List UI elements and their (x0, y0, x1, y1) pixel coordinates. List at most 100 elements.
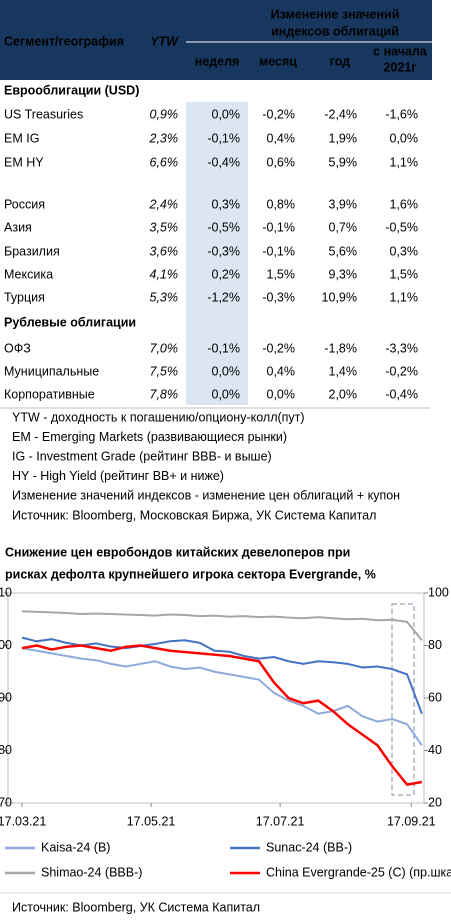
cell: 0,3% (390, 244, 419, 258)
cell: -0,1% (262, 220, 295, 234)
x-tick-label: 17.05.21 (127, 814, 176, 828)
cell: 5,6% (329, 244, 358, 258)
column-header: месяц (259, 54, 297, 68)
row-label: Азия (4, 220, 32, 234)
y-tick-label: 70 (0, 795, 12, 809)
cell: 0,6% (267, 155, 296, 169)
note: YTW - доходность к погашению/опциону-кол… (12, 410, 305, 424)
cell: 9,3% (329, 267, 358, 281)
row-label: Корпоративные (4, 387, 95, 401)
cell: 7,8% (150, 387, 179, 401)
note: HY - High Yield (рейтинг BB+ и ниже) (12, 469, 224, 483)
change-title: индексов облигаций (271, 24, 399, 38)
cell: -0,1% (207, 131, 240, 145)
cell: 3,9% (329, 197, 358, 211)
y2-tick-label: 100 (428, 585, 449, 599)
cell: -0,1% (262, 244, 295, 258)
cell: 2,3% (149, 131, 179, 145)
cell: -0,2% (262, 107, 295, 121)
cell: -0,5% (207, 220, 240, 234)
cell: 0,8% (267, 197, 296, 211)
cell: 1,5% (390, 267, 419, 281)
legend-label: Shimao-24 (BBB-) (41, 865, 142, 879)
cell: -0,3% (262, 290, 295, 304)
cell: 2,0% (329, 387, 358, 401)
note: Источник: Bloomberg, Московская Биржа, У… (12, 508, 376, 522)
chart-title: рисках дефолта крупнейшего игрока сектор… (5, 567, 376, 581)
source: Источник: Bloomberg, УК Система Капитал (12, 900, 260, 914)
series-line (21, 610, 423, 641)
cell: 7,0% (150, 341, 179, 355)
y2-tick-label: 80 (428, 638, 442, 652)
legend-label: Sunac-24 (BB-) (266, 840, 352, 854)
cell: -0,2% (262, 341, 295, 355)
change-title: Изменение значений (271, 7, 400, 21)
plot-frame (7, 592, 425, 804)
column-header: 2021г (383, 60, 416, 74)
cell: 1,1% (390, 290, 419, 304)
cell: 0,9% (150, 107, 179, 121)
cell: -0,4% (385, 387, 418, 401)
series-line (21, 644, 423, 786)
cell: 0,4% (267, 131, 296, 145)
cell: 1,5% (267, 267, 296, 281)
row-label: US Treasuries (4, 107, 83, 121)
highlight-box (391, 603, 415, 796)
week-highlight (186, 102, 248, 405)
cell: -0,1% (207, 341, 240, 355)
x-tick-label: 17.09.21 (387, 814, 436, 828)
x-tick-label: 17.03.21 (0, 814, 46, 828)
cell: 4,1% (150, 267, 179, 281)
row-label: Турция (4, 290, 45, 304)
cell: -1,6% (385, 107, 418, 121)
cell: 0,4% (267, 364, 296, 378)
segment-header: Сегмент/география (4, 34, 124, 48)
cell: 0,0% (390, 131, 419, 145)
note: Изменение значений индексов - изменение … (12, 489, 400, 503)
cell: 0,0% (212, 107, 241, 121)
y2-tick-label: 40 (428, 743, 442, 757)
cell: 1,6% (390, 197, 419, 211)
x-tick-label: 17.07.21 (256, 814, 305, 828)
row-label: Муниципальные (4, 364, 99, 378)
cell: 5,9% (329, 155, 358, 169)
cell: -3,3% (385, 341, 418, 355)
cell: 1,4% (329, 364, 358, 378)
cell: -0,5% (385, 220, 418, 234)
note: IG - Investment Grade (рейтинг BBB- и вы… (12, 449, 272, 463)
column-header: неделя (195, 54, 240, 68)
y-tick-label: 90 (0, 690, 12, 704)
cell: 6,6% (150, 155, 179, 169)
cell: 0,3% (212, 197, 241, 211)
legend-label: China Evergrande-25 (C) (пр.шкала) (266, 865, 451, 879)
cell: -0,3% (207, 244, 240, 258)
cell: 2,4% (149, 197, 179, 211)
cell: 7,5% (150, 364, 179, 378)
cell: 0,0% (267, 387, 296, 401)
series-line (21, 647, 423, 746)
legend-label: Kaisa-24 (B) (41, 840, 110, 854)
cell: -1,8% (324, 341, 357, 355)
y-tick-label: 80 (0, 743, 12, 757)
row-label: EM IG (4, 131, 39, 145)
cell: -1,2% (207, 290, 240, 304)
cell: 5,3% (150, 290, 179, 304)
cell: -0,2% (385, 364, 418, 378)
group-label: Еврооблигации (USD) (4, 83, 139, 97)
cell: -2,4% (324, 107, 357, 121)
cell: 1,9% (329, 131, 358, 145)
note: EM - Emerging Markets (развивающиеся рын… (12, 430, 287, 444)
table-header-bg (0, 0, 432, 80)
row-label: EM HY (4, 155, 44, 169)
row-label: ОФЗ (4, 341, 31, 355)
chart-title: Снижение цен евробондов китайских девело… (5, 545, 350, 559)
cell: 3,5% (150, 220, 179, 234)
cell: 1,1% (390, 155, 419, 169)
group-label: Рублевые облигации (4, 315, 136, 329)
cell: 0,7% (329, 220, 358, 234)
cell: 0,0% (212, 364, 241, 378)
cell: 10,9% (322, 290, 357, 304)
cell: 0,2% (212, 267, 241, 281)
